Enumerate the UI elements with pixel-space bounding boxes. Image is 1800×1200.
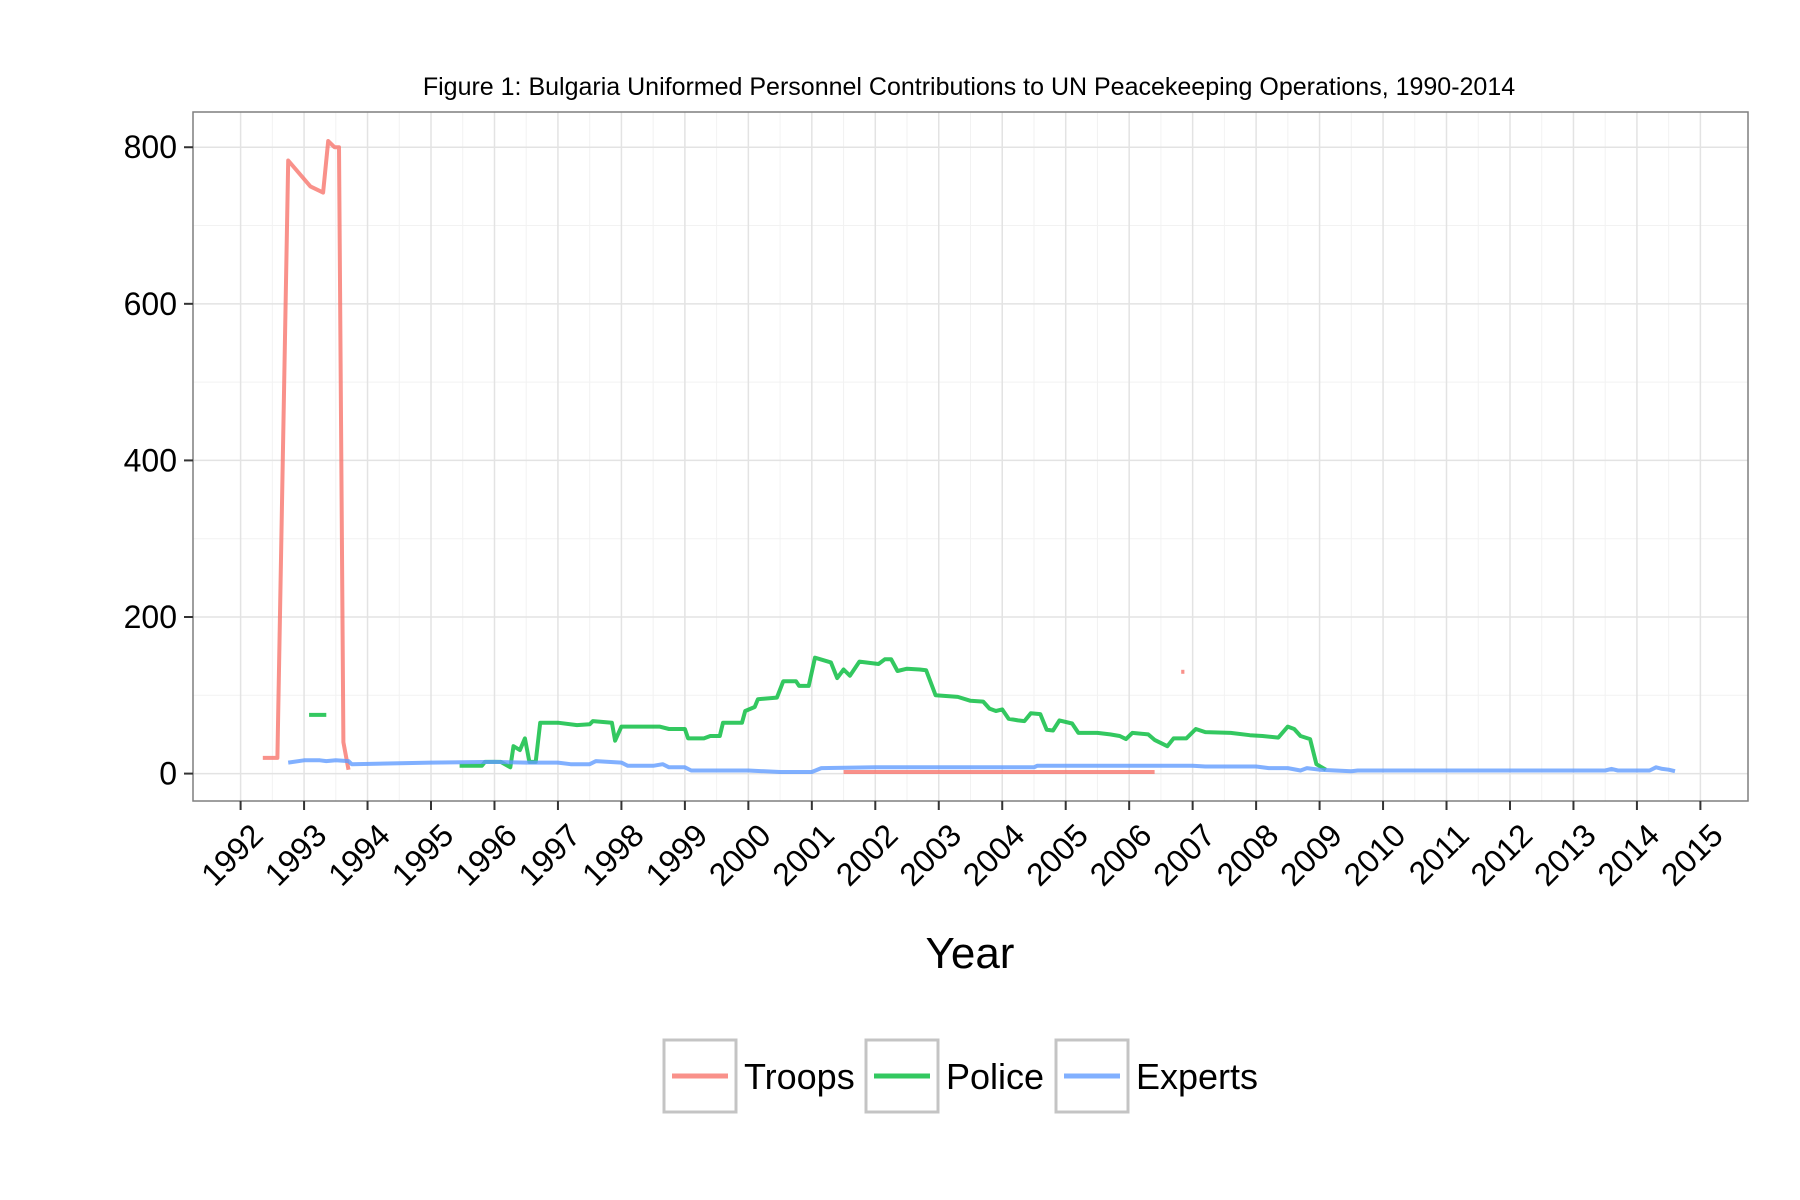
x-tick-label: 1993 xyxy=(258,817,334,893)
x-tick-label: 1994 xyxy=(321,817,397,893)
y-axis: 0 200 400 600 800 xyxy=(124,129,193,792)
x-tick-label: 2010 xyxy=(1337,817,1413,893)
x-tick-label: 2013 xyxy=(1527,817,1603,893)
x-tick-label: 1992 xyxy=(194,817,270,893)
x-tick-label: 1999 xyxy=(638,817,714,893)
x-tick-label: 2000 xyxy=(702,817,778,893)
x-tick-label: 1996 xyxy=(448,817,524,893)
x-tick-label: 2014 xyxy=(1590,817,1666,893)
x-tick-label: 2009 xyxy=(1273,817,1349,893)
x-tick-label: 2006 xyxy=(1083,817,1159,893)
x-tick-label: 2001 xyxy=(765,817,841,893)
chart-title: Figure 1: Bulgaria Uniformed Personnel C… xyxy=(423,73,1515,101)
plot-area xyxy=(192,111,1749,802)
legend-label-troops: Troops xyxy=(744,1056,855,1097)
y-tick-label: 800 xyxy=(124,129,177,165)
series-line-experts xyxy=(287,758,1676,774)
x-tick-label: 2004 xyxy=(956,817,1032,893)
x-tick-label: 2007 xyxy=(1146,817,1222,893)
series-line-police xyxy=(459,655,1327,772)
legend: Troops Police Experts xyxy=(662,1038,1258,1114)
y-tick-label: 200 xyxy=(124,599,177,635)
x-tick-label: 1998 xyxy=(575,817,651,893)
plot-border xyxy=(192,111,1749,802)
x-tick-label: 2011 xyxy=(1402,817,1476,891)
x-tick-label: 2005 xyxy=(1019,817,1095,893)
x-axis-title: Year xyxy=(926,929,1015,978)
x-tick-label: 2015 xyxy=(1654,817,1730,893)
x-tick-label: 2012 xyxy=(1464,817,1540,893)
x-tick-label: 1995 xyxy=(385,817,461,893)
x-tick-label: 2003 xyxy=(892,817,968,893)
y-tick-label: 600 xyxy=(124,286,177,322)
series-line-troops xyxy=(262,139,351,771)
x-tick-label: 1997 xyxy=(512,817,588,893)
y-tick-label: 0 xyxy=(159,756,177,792)
x-axis: 1992199319941995199619971998199920002001… xyxy=(194,801,1730,893)
x-tick-label: 2002 xyxy=(829,817,905,893)
x-tick-label: 2008 xyxy=(1210,817,1286,893)
legend-label-experts: Experts xyxy=(1136,1056,1258,1097)
y-tick-label: 400 xyxy=(124,442,177,478)
legend-label-police: Police xyxy=(946,1056,1044,1097)
